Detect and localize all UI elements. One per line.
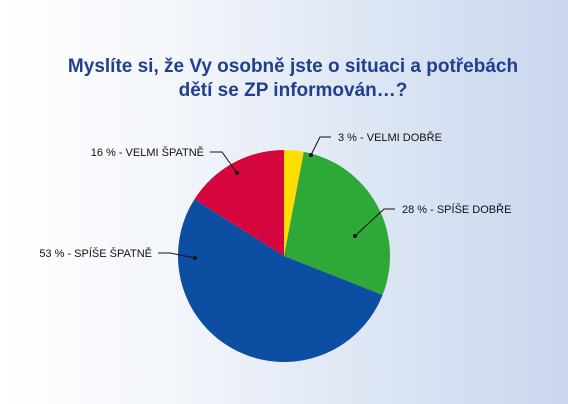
leader-dot-spise-dobre bbox=[353, 234, 357, 238]
slice-label-spise-dobre: 28 % - SPÍŠE DOBŘE bbox=[402, 203, 511, 216]
pie-slice-velmi-spatne bbox=[194, 150, 284, 256]
pie-slice-spise-dobre bbox=[284, 151, 391, 296]
pie-slice-spise-spatne bbox=[178, 199, 383, 362]
leader-line-velmi-dobre bbox=[310, 136, 331, 156]
pie-slice-velmi-dobre bbox=[284, 150, 304, 256]
leader-line-spise-spatne bbox=[158, 252, 196, 259]
chart-title-line-1: Myslíte si, že Vy osobně jste o situaci … bbox=[68, 56, 518, 77]
leader-dot-spise-spatne bbox=[193, 256, 197, 260]
leader-dot-velmi-spatne bbox=[235, 171, 239, 175]
pie-slices bbox=[178, 150, 391, 362]
slice-label-velmi-dobre: 3 % - VELMI DOBŘE bbox=[338, 131, 442, 144]
slice-label-velmi-spatne: 16 % - VELMI ŠPATNĚ bbox=[91, 146, 204, 159]
leader-line-spise-dobre bbox=[354, 208, 395, 237]
chart-title-line-2: dětí se ZP informován…? bbox=[179, 80, 408, 101]
leader-line-velmi-spatne bbox=[210, 151, 238, 174]
leader-dot-velmi-dobre bbox=[309, 153, 313, 157]
leader-lines bbox=[158, 136, 395, 260]
slice-label-spise-spatne: 53 % - SPÍŠE ŠPATNĚ bbox=[39, 247, 152, 260]
